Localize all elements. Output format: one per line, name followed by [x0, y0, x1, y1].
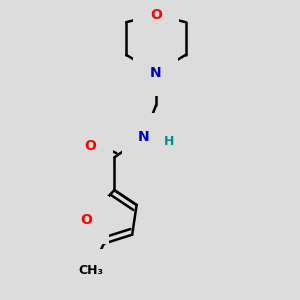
Text: N: N [150, 66, 162, 80]
Text: O: O [80, 213, 92, 227]
Text: N: N [138, 130, 150, 144]
Text: O: O [85, 139, 97, 153]
Text: O: O [150, 8, 162, 22]
Text: H: H [164, 136, 175, 148]
Text: CH₃: CH₃ [78, 264, 103, 277]
